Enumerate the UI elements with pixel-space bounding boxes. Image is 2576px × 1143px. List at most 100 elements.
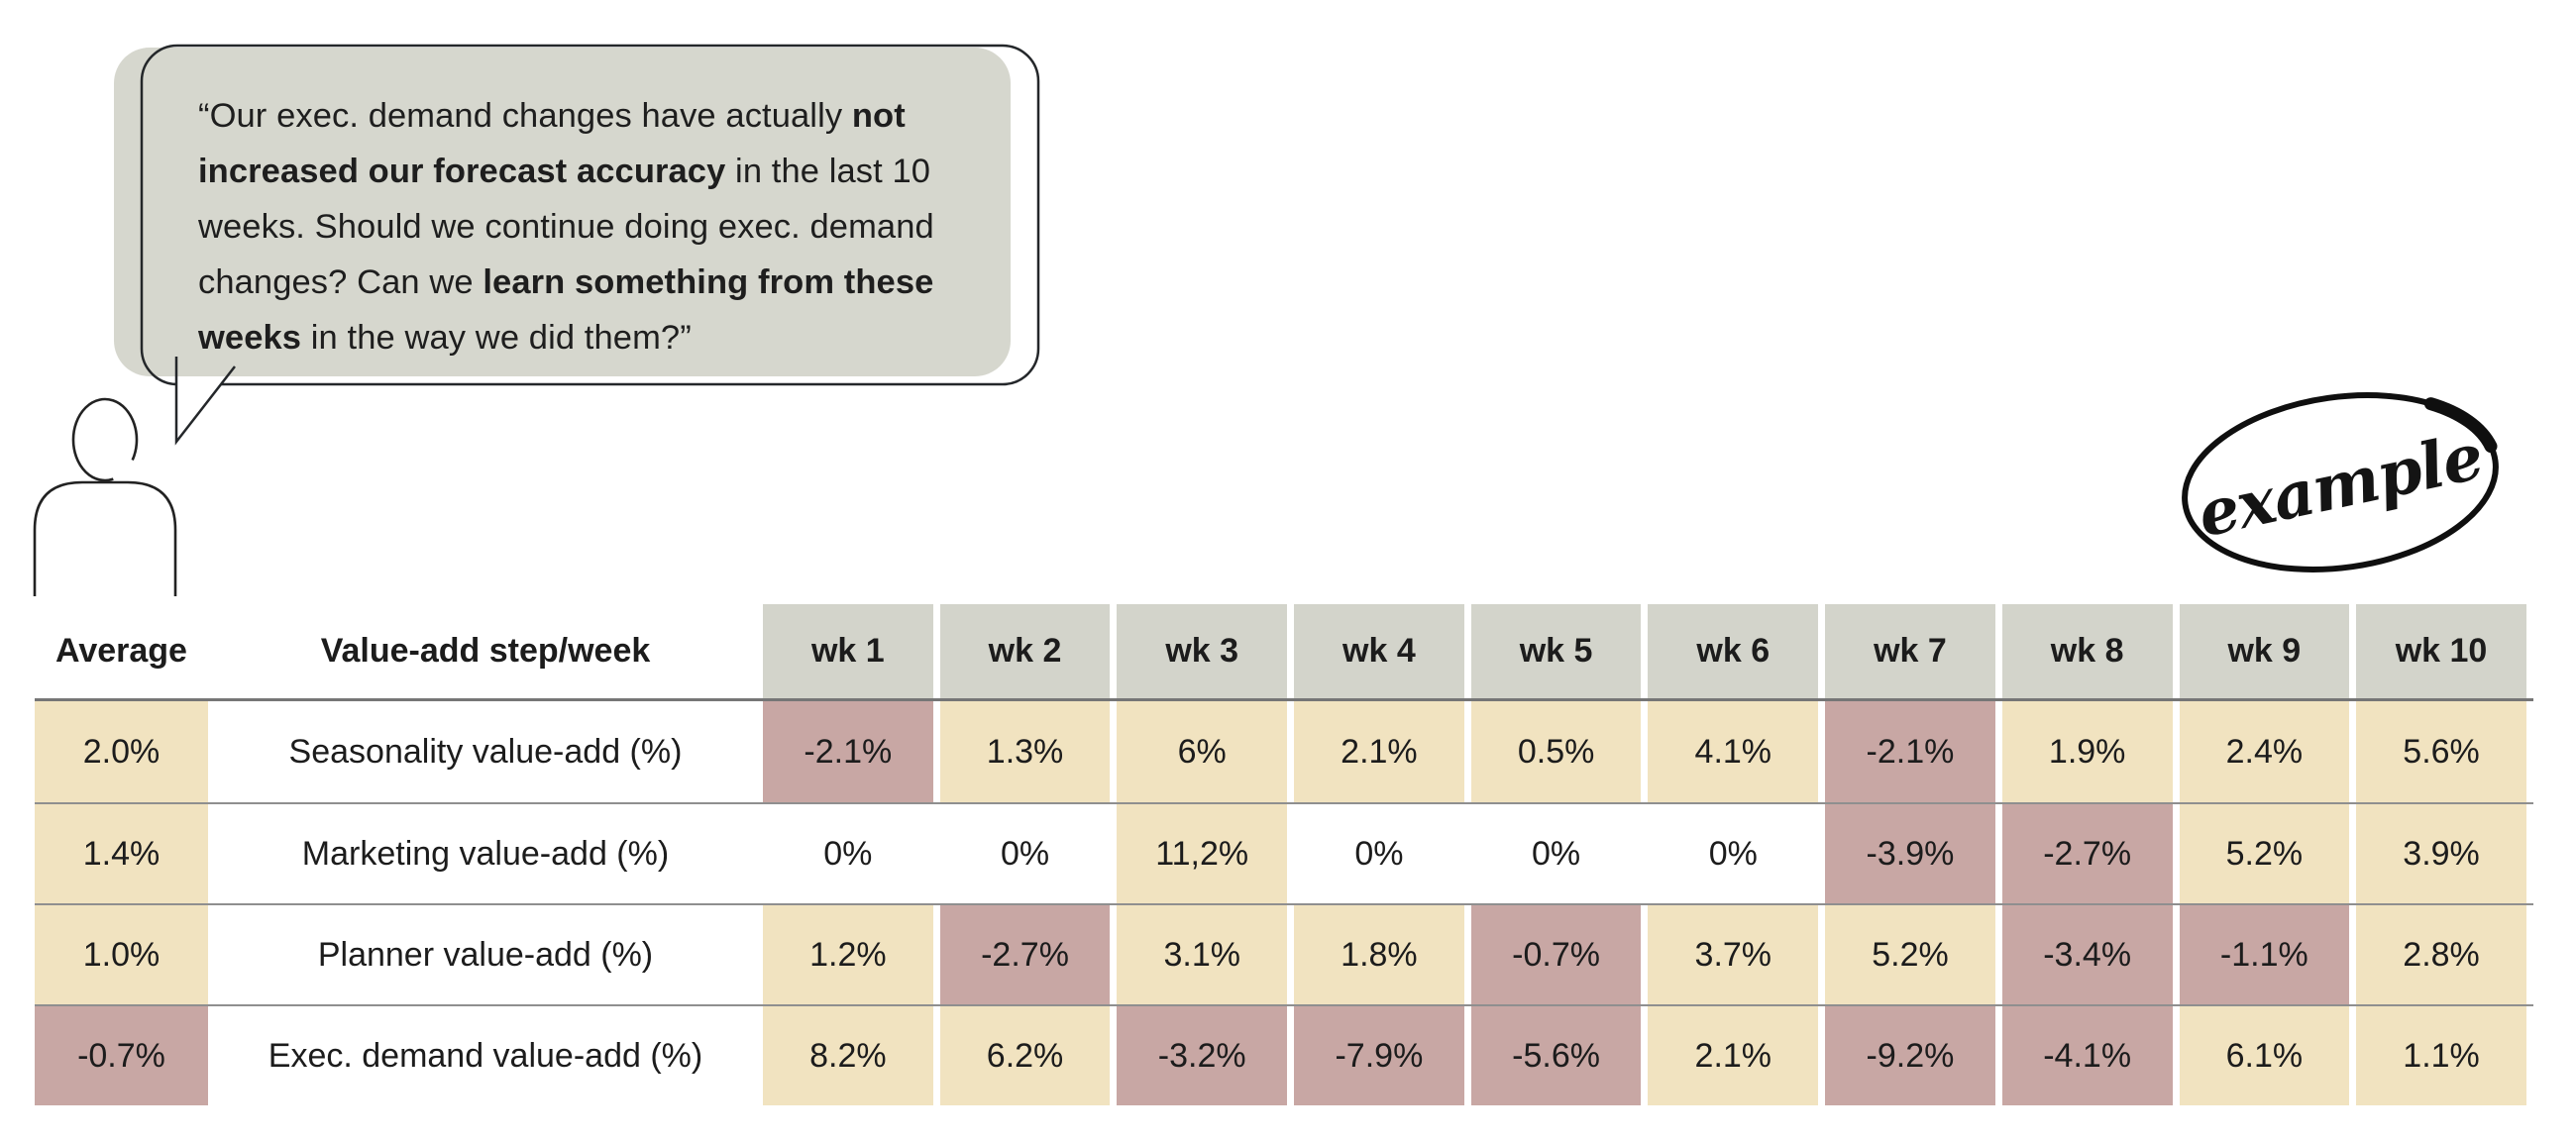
week-value-cell: 5.2%: [2179, 804, 2357, 903]
week-value-cell: 0.5%: [1470, 701, 1649, 802]
person-head: [71, 397, 139, 482]
week-value: -3.9%: [1825, 804, 1995, 903]
week-value-cell: -2.1%: [763, 701, 940, 802]
week-value: -0.7%: [1470, 905, 1642, 1004]
week-value: -2.1%: [1825, 701, 1995, 802]
week-header-label: wk 3: [1117, 604, 1288, 698]
week-value-cell: 6.1%: [2179, 1006, 2357, 1105]
week-value-cell: -2.7%: [2001, 804, 2180, 903]
week-value: 1.8%: [1294, 905, 1464, 1004]
week-header-label: wk 2: [939, 604, 1111, 698]
fva-table: Average Value-add step/week wk 1 wk 2 wk 3…: [35, 604, 2533, 1105]
week-value: 1.1%: [2356, 1006, 2526, 1105]
week-value-cell: -1.1%: [2179, 905, 2357, 1004]
week-value-cell: -0.7%: [1470, 905, 1649, 1004]
week-header-cell: wk 3: [1117, 604, 1294, 698]
week-value-cell: 2.4%: [2179, 701, 2357, 802]
average-header: Average: [55, 632, 187, 670]
step-header: Value-add step/week: [208, 604, 763, 698]
week-value-cell: 2.8%: [2356, 905, 2533, 1004]
step-label-cell: Seasonality value-add (%): [208, 701, 763, 802]
week-value: 3.7%: [1648, 905, 1819, 1004]
week-value: 8.2%: [763, 1006, 933, 1105]
week-value: -7.9%: [1294, 1006, 1464, 1105]
table-row: -0.7% Exec. demand value-add (%) 8.2% 6.2% -…: [35, 1004, 2533, 1105]
week-value-cell: 11,2%: [1117, 804, 1294, 903]
week-value: 0%: [939, 804, 1111, 903]
week-value-cell: 8.2%: [763, 1006, 940, 1105]
week-value-cell: -3.4%: [2001, 905, 2180, 1004]
week-value-cell: 1.2%: [763, 905, 940, 1004]
week-value: 0%: [1470, 804, 1642, 903]
week-value-cell: -3.9%: [1825, 804, 2002, 903]
week-value-cell: -7.9%: [1294, 1006, 1471, 1105]
week-value-cell: 5.6%: [2356, 701, 2533, 802]
week-value: 6%: [1117, 701, 1288, 802]
week-value-cell: 1.8%: [1294, 905, 1471, 1004]
table-row: 1.4% Marketing value-add (%) 0% 0% 11,2% 0% 0%…: [35, 802, 2533, 903]
person-icon: [33, 397, 177, 596]
week-value-cell: 0%: [763, 804, 940, 903]
week-value-cell: -2.1%: [1825, 701, 2002, 802]
week-value: -4.1%: [2001, 1006, 2173, 1105]
step-label-cell: Exec. demand value-add (%): [208, 1006, 763, 1105]
week-value-cell: 6%: [1117, 701, 1294, 802]
average-cell: -0.7%: [35, 1006, 208, 1105]
week-value: 2.1%: [1294, 701, 1464, 802]
week-value: 0%: [763, 804, 933, 903]
week-value: 5.2%: [2179, 804, 2350, 903]
week-value: 5.6%: [2356, 701, 2526, 802]
week-header-cell: wk 10: [2356, 604, 2533, 698]
week-value-cell: 0%: [939, 804, 1118, 903]
week-value: -3.2%: [1117, 1006, 1288, 1105]
week-value-cell: 3.9%: [2356, 804, 2533, 903]
quote-segment: “Our exec. demand changes have actually: [198, 97, 852, 135]
week-value: -5.6%: [1470, 1006, 1642, 1105]
week-value: -2.7%: [939, 905, 1111, 1004]
week-header-cell: wk 9: [2179, 604, 2357, 698]
week-value-cell: 5.2%: [1825, 905, 2002, 1004]
week-value-cell: 6.2%: [939, 1006, 1118, 1105]
table-header-row: Average Value-add step/week wk 1 wk 2 wk 3…: [35, 604, 2533, 701]
week-value: 0.5%: [1470, 701, 1642, 802]
week-value: 6.1%: [2179, 1006, 2350, 1105]
week-value-cell: 1.1%: [2356, 1006, 2533, 1105]
week-value-cell: 4.1%: [1648, 701, 1825, 802]
week-value-cell: 3.7%: [1648, 905, 1825, 1004]
week-header-cell: wk 2: [939, 604, 1118, 698]
week-header-label: wk 8: [2001, 604, 2173, 698]
week-value: -2.7%: [2001, 804, 2173, 903]
average-cell: 1.4%: [35, 804, 208, 903]
week-value: -3.4%: [2001, 905, 2173, 1004]
step-label-cell: Marketing value-add (%): [208, 804, 763, 903]
week-value: 0%: [1294, 804, 1464, 903]
week-value-cell: -5.6%: [1470, 1006, 1649, 1105]
week-header-label: wk 4: [1294, 604, 1464, 698]
person-shoulders: [33, 480, 177, 596]
week-header-label: wk 5: [1470, 604, 1642, 698]
week-value: 1.2%: [763, 905, 933, 1004]
average-cell: 2.0%: [35, 701, 208, 802]
week-value-cell: -2.7%: [939, 905, 1118, 1004]
week-value: -1.1%: [2179, 905, 2350, 1004]
week-value: 1.9%: [2001, 701, 2173, 802]
week-header-label: wk 6: [1648, 604, 1819, 698]
week-header-cell: wk 6: [1648, 604, 1825, 698]
week-value-cell: -3.2%: [1117, 1006, 1294, 1105]
week-value: 4.1%: [1648, 701, 1819, 802]
week-header-cell: wk 8: [2001, 604, 2180, 698]
speech-bubble-tail: [176, 377, 226, 442]
week-value-cell: 2.1%: [1648, 1006, 1825, 1105]
week-value-cell: 0%: [1648, 804, 1825, 903]
week-value-cell: -4.1%: [2001, 1006, 2180, 1105]
quote-segment: in the way we did them?”: [301, 319, 692, 357]
week-value-cell: 2.1%: [1294, 701, 1471, 802]
week-value: 5.2%: [1825, 905, 1995, 1004]
week-header-label: wk 9: [2179, 604, 2350, 698]
week-value: -9.2%: [1825, 1006, 1995, 1105]
step-label-cell: Planner value-add (%): [208, 905, 763, 1004]
week-value: 11,2%: [1117, 804, 1288, 903]
week-header-cell: wk 1: [763, 604, 940, 698]
week-value: -2.1%: [763, 701, 933, 802]
